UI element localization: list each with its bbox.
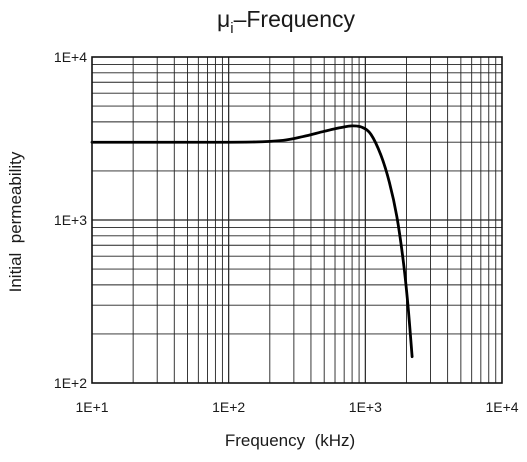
x-axis-label: Frequency (kHz) <box>225 431 355 450</box>
x-tick-label: 1E+2 <box>212 399 245 415</box>
x-tick-label: 1E+4 <box>485 399 518 415</box>
y-tick-label: 1E+4 <box>54 49 87 65</box>
y-axis-label: Initial permeability <box>6 151 25 292</box>
series-line-0 <box>90 124 414 359</box>
x-tick-label: 1E+1 <box>75 399 108 415</box>
y-tick-label: 1E+3 <box>54 212 87 228</box>
series <box>90 124 414 359</box>
x-tick-label: 1E+3 <box>349 399 382 415</box>
y-tick-label: 1E+2 <box>54 375 87 391</box>
plot-frame <box>91 56 503 384</box>
grid <box>92 57 502 383</box>
chart-title: μi–Frequency <box>217 6 356 37</box>
tick-labels: 1E+1 1E+2 1E+3 1E+4 1E+2 1E+3 1E+4 <box>54 49 519 415</box>
